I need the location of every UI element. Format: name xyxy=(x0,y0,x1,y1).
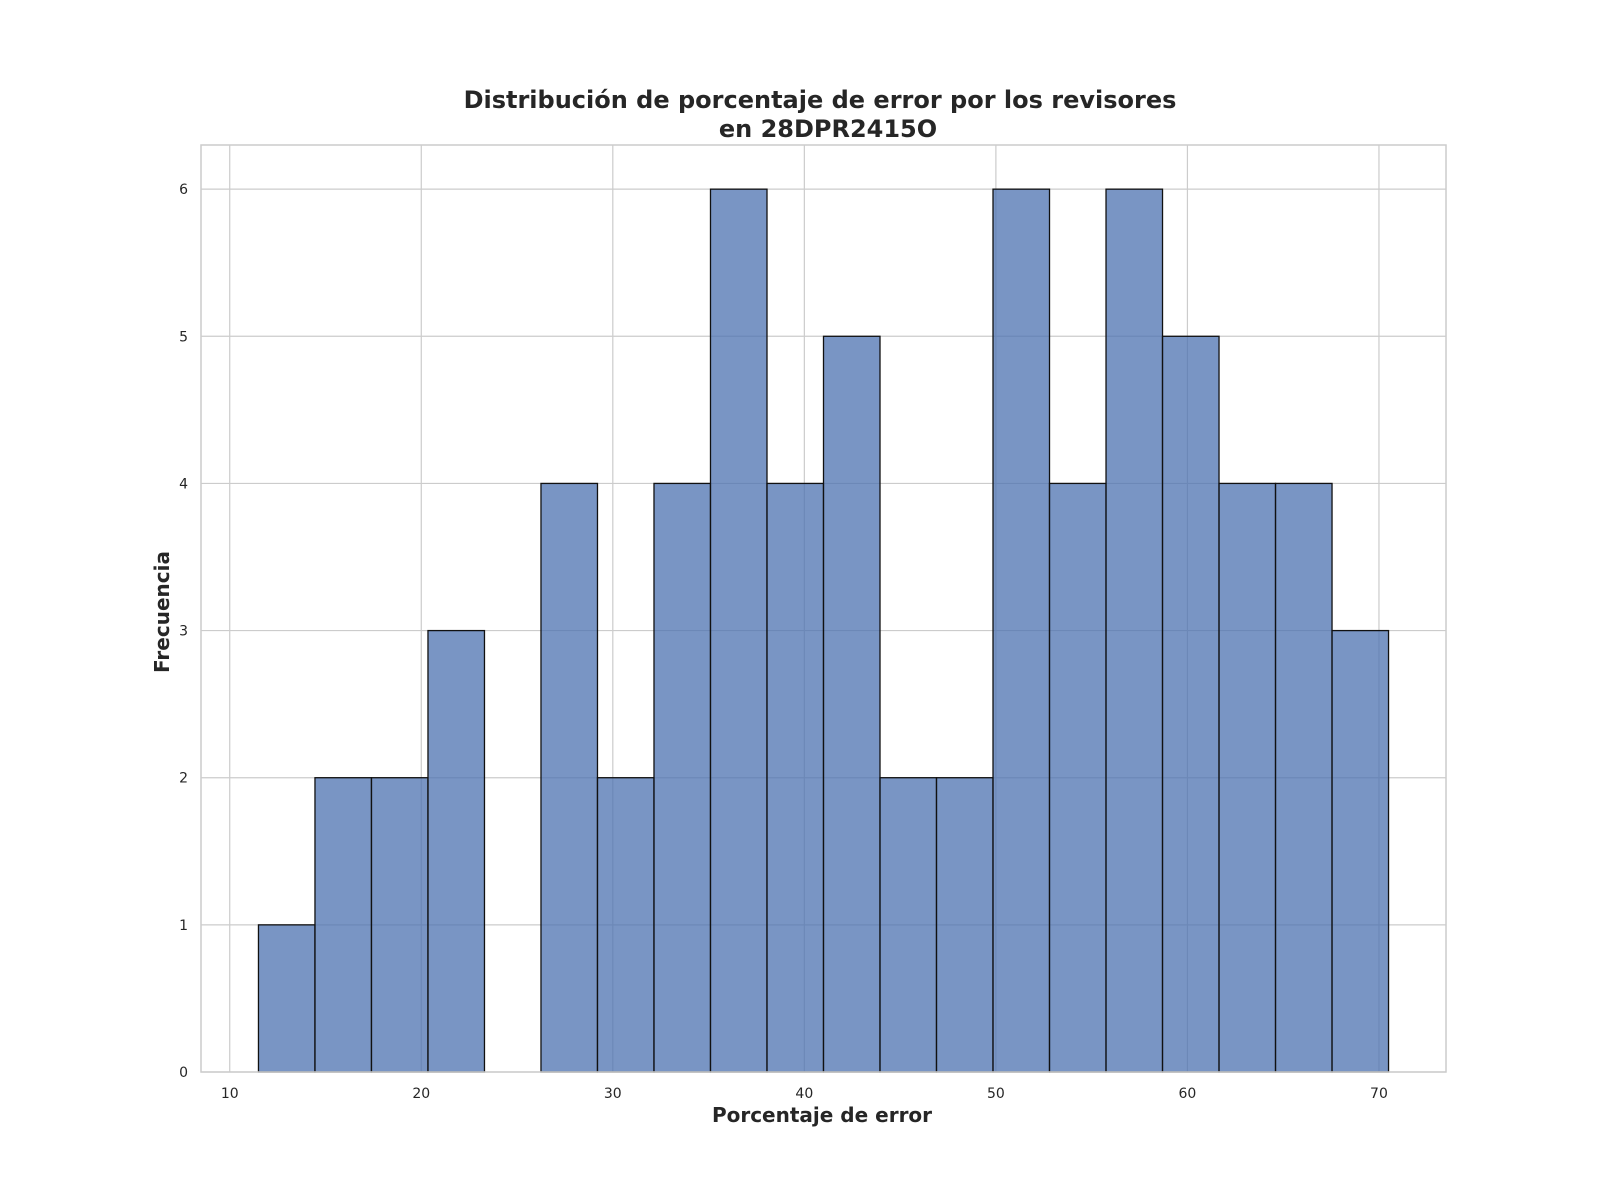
chart-title-line-1: Distribución de porcentaje de error por … xyxy=(464,86,1177,114)
x-axis-label: Porcentaje de error xyxy=(712,1103,932,1127)
histogram-bar xyxy=(540,482,599,1073)
y-axis-ticks: 0 1 2 3 4 5 6 xyxy=(179,182,188,1081)
histogram-bar xyxy=(1218,482,1277,1073)
histogram-bar xyxy=(257,924,316,1073)
bars xyxy=(257,188,1390,1073)
histogram-bar xyxy=(1274,482,1333,1073)
histogram-bar xyxy=(1331,629,1390,1073)
histogram-bar xyxy=(1161,335,1220,1073)
y-tick-label: 1 xyxy=(179,918,188,934)
x-tick-label: 50 xyxy=(987,1086,1005,1102)
histogram-bar xyxy=(1048,482,1107,1073)
y-tick-label: 3 xyxy=(179,624,188,640)
y-tick-label: 4 xyxy=(179,476,188,492)
x-tick-label: 20 xyxy=(412,1086,430,1102)
x-tick-label: 30 xyxy=(604,1086,622,1102)
x-tick-label: 10 xyxy=(221,1086,239,1102)
y-axis-label: Frecuencia xyxy=(150,551,174,673)
histogram-bar xyxy=(370,777,429,1073)
histogram-bar xyxy=(766,482,825,1073)
histogram-bar xyxy=(427,629,486,1073)
x-tick-label: 40 xyxy=(795,1086,813,1102)
histogram-bar xyxy=(314,777,373,1073)
x-axis-ticks: 10 20 30 40 50 60 70 xyxy=(221,1086,1388,1102)
histogram-bar xyxy=(709,188,768,1073)
y-tick-label: 5 xyxy=(179,329,188,345)
y-tick-label: 2 xyxy=(179,771,188,787)
chart-title-line-2: en 28DPR2415O xyxy=(719,115,937,143)
histogram-bar xyxy=(822,335,881,1073)
y-tick-label: 0 xyxy=(179,1065,188,1081)
histogram-bar xyxy=(992,188,1051,1073)
histogram-bar xyxy=(935,777,994,1073)
histogram-bar xyxy=(596,777,655,1073)
histogram-bar xyxy=(653,482,712,1073)
plot-frame xyxy=(200,144,1447,1073)
histogram-bar xyxy=(1105,188,1164,1073)
y-tick-label: 6 xyxy=(179,182,188,198)
x-tick-label: 70 xyxy=(1370,1086,1388,1102)
histogram-bar xyxy=(879,777,938,1073)
x-tick-label: 60 xyxy=(1179,1086,1197,1102)
